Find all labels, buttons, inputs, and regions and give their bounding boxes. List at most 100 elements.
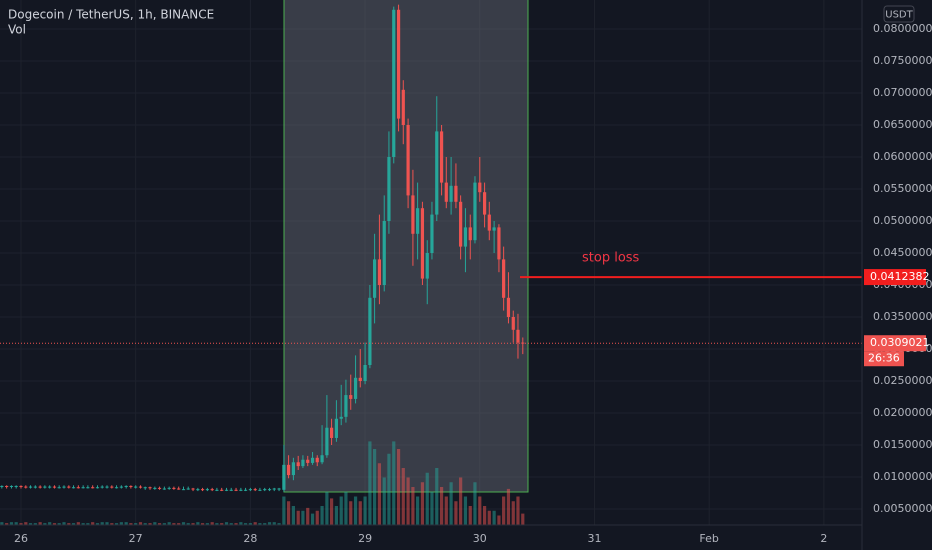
- volume-bar: [177, 523, 181, 525]
- volume-bar: [215, 523, 219, 525]
- candle-body: [67, 486, 71, 488]
- volume-bar: [349, 501, 353, 525]
- marks: stop loss: [0, 4, 862, 525]
- candle-body: [172, 487, 176, 489]
- volume-bar: [153, 522, 157, 525]
- candle-body: [401, 89, 405, 125]
- volume-bar: [24, 522, 28, 525]
- volume-bar: [396, 449, 401, 525]
- volume-bar: [67, 523, 71, 525]
- volume-bar: [143, 523, 147, 525]
- volume-bar: [358, 501, 362, 525]
- candle-body: [511, 316, 515, 330]
- volume-bar: [411, 487, 415, 525]
- candle-body: [14, 485, 18, 487]
- volume-bar: [129, 523, 133, 525]
- candle-body: [220, 489, 224, 491]
- volume-bar: [487, 510, 491, 525]
- volume-bar: [286, 501, 291, 525]
- volume-bar: [430, 491, 434, 525]
- candle-body: [0, 485, 4, 487]
- volume-bar: [148, 523, 152, 525]
- candle-body: [258, 489, 262, 491]
- y-tick-label: 0.0450000: [873, 246, 932, 259]
- volume-bar: [76, 522, 80, 525]
- x-tick-label: 2: [820, 532, 827, 545]
- candle-body: [205, 489, 209, 491]
- candle-body: [210, 489, 214, 491]
- candle-body: [463, 227, 468, 247]
- candle-body: [157, 487, 162, 489]
- candle-body: [263, 489, 267, 491]
- volume-bar: [497, 515, 501, 525]
- y-tick-label: 0.0050000: [873, 502, 932, 515]
- candle-body: [473, 182, 477, 241]
- volume-bar: [124, 522, 128, 525]
- candle-body: [143, 487, 147, 489]
- last-price-box: [864, 335, 926, 352]
- candle-body: [100, 486, 104, 488]
- candle-body: [353, 377, 358, 399]
- candle-body: [286, 464, 291, 476]
- y-tick-label: 0.0150000: [873, 438, 932, 451]
- volume-bar: [435, 468, 439, 525]
- y-tick-label: 0.0500000: [873, 214, 932, 227]
- candle-body: [153, 487, 157, 489]
- candle-body: [234, 489, 238, 491]
- volume-bar: [334, 506, 339, 525]
- volume-bar: [62, 522, 66, 525]
- candle-body: [325, 427, 329, 456]
- volume-bar: [329, 498, 334, 525]
- x-tick-label: 28: [243, 532, 257, 545]
- candle-body: [57, 487, 61, 489]
- candle-body: [344, 395, 348, 417]
- candle-body: [497, 227, 501, 260]
- candle-body: [33, 486, 37, 488]
- volume-bar: [492, 510, 496, 525]
- volume-bar: [296, 510, 300, 525]
- candle-body: [349, 395, 353, 399]
- candle-body: [425, 252, 429, 279]
- volume-bar: [19, 523, 23, 525]
- volume-bar: [224, 522, 229, 525]
- volume-bar: [301, 510, 305, 525]
- volume-bar: [392, 441, 396, 525]
- candle-body: [368, 297, 372, 365]
- stop-loss-box: [864, 269, 926, 286]
- candle-body: [492, 227, 496, 231]
- volume-bar: [220, 523, 224, 525]
- volume-bar: [5, 523, 9, 525]
- candle-body: [191, 488, 195, 490]
- volume-bar: [310, 513, 315, 525]
- volume-bar: [134, 523, 138, 525]
- volume-bar: [473, 482, 477, 525]
- volume-bar: [186, 523, 190, 525]
- volume-bar: [401, 468, 405, 525]
- volume-bar: [272, 522, 276, 525]
- volume-bar: [91, 522, 95, 525]
- candle-body: [5, 485, 9, 487]
- volume-bar: [320, 506, 324, 525]
- candle-body: [382, 220, 386, 285]
- candle-body: [411, 195, 415, 234]
- volume-bar: [263, 523, 267, 525]
- candle-body: [119, 486, 123, 488]
- y-tick-label: 0.0200000: [873, 406, 932, 419]
- candle-body: [167, 487, 171, 489]
- x-tick-label: 31: [587, 532, 601, 545]
- volume-bar: [449, 482, 453, 525]
- y-tick-label: 0.0600000: [873, 150, 932, 163]
- volume-bar: [14, 522, 18, 525]
- volume-bar: [258, 523, 262, 525]
- candle-body: [200, 489, 205, 491]
- candle-body: [377, 259, 382, 285]
- candle-body: [71, 487, 76, 489]
- volume-bar: [344, 491, 348, 525]
- volume-bar: [110, 523, 114, 525]
- candle-body: [439, 131, 444, 183]
- candle-body: [420, 208, 425, 279]
- volume-bar: [157, 523, 162, 525]
- volume-bar: [444, 496, 448, 525]
- candle-body: [105, 486, 109, 488]
